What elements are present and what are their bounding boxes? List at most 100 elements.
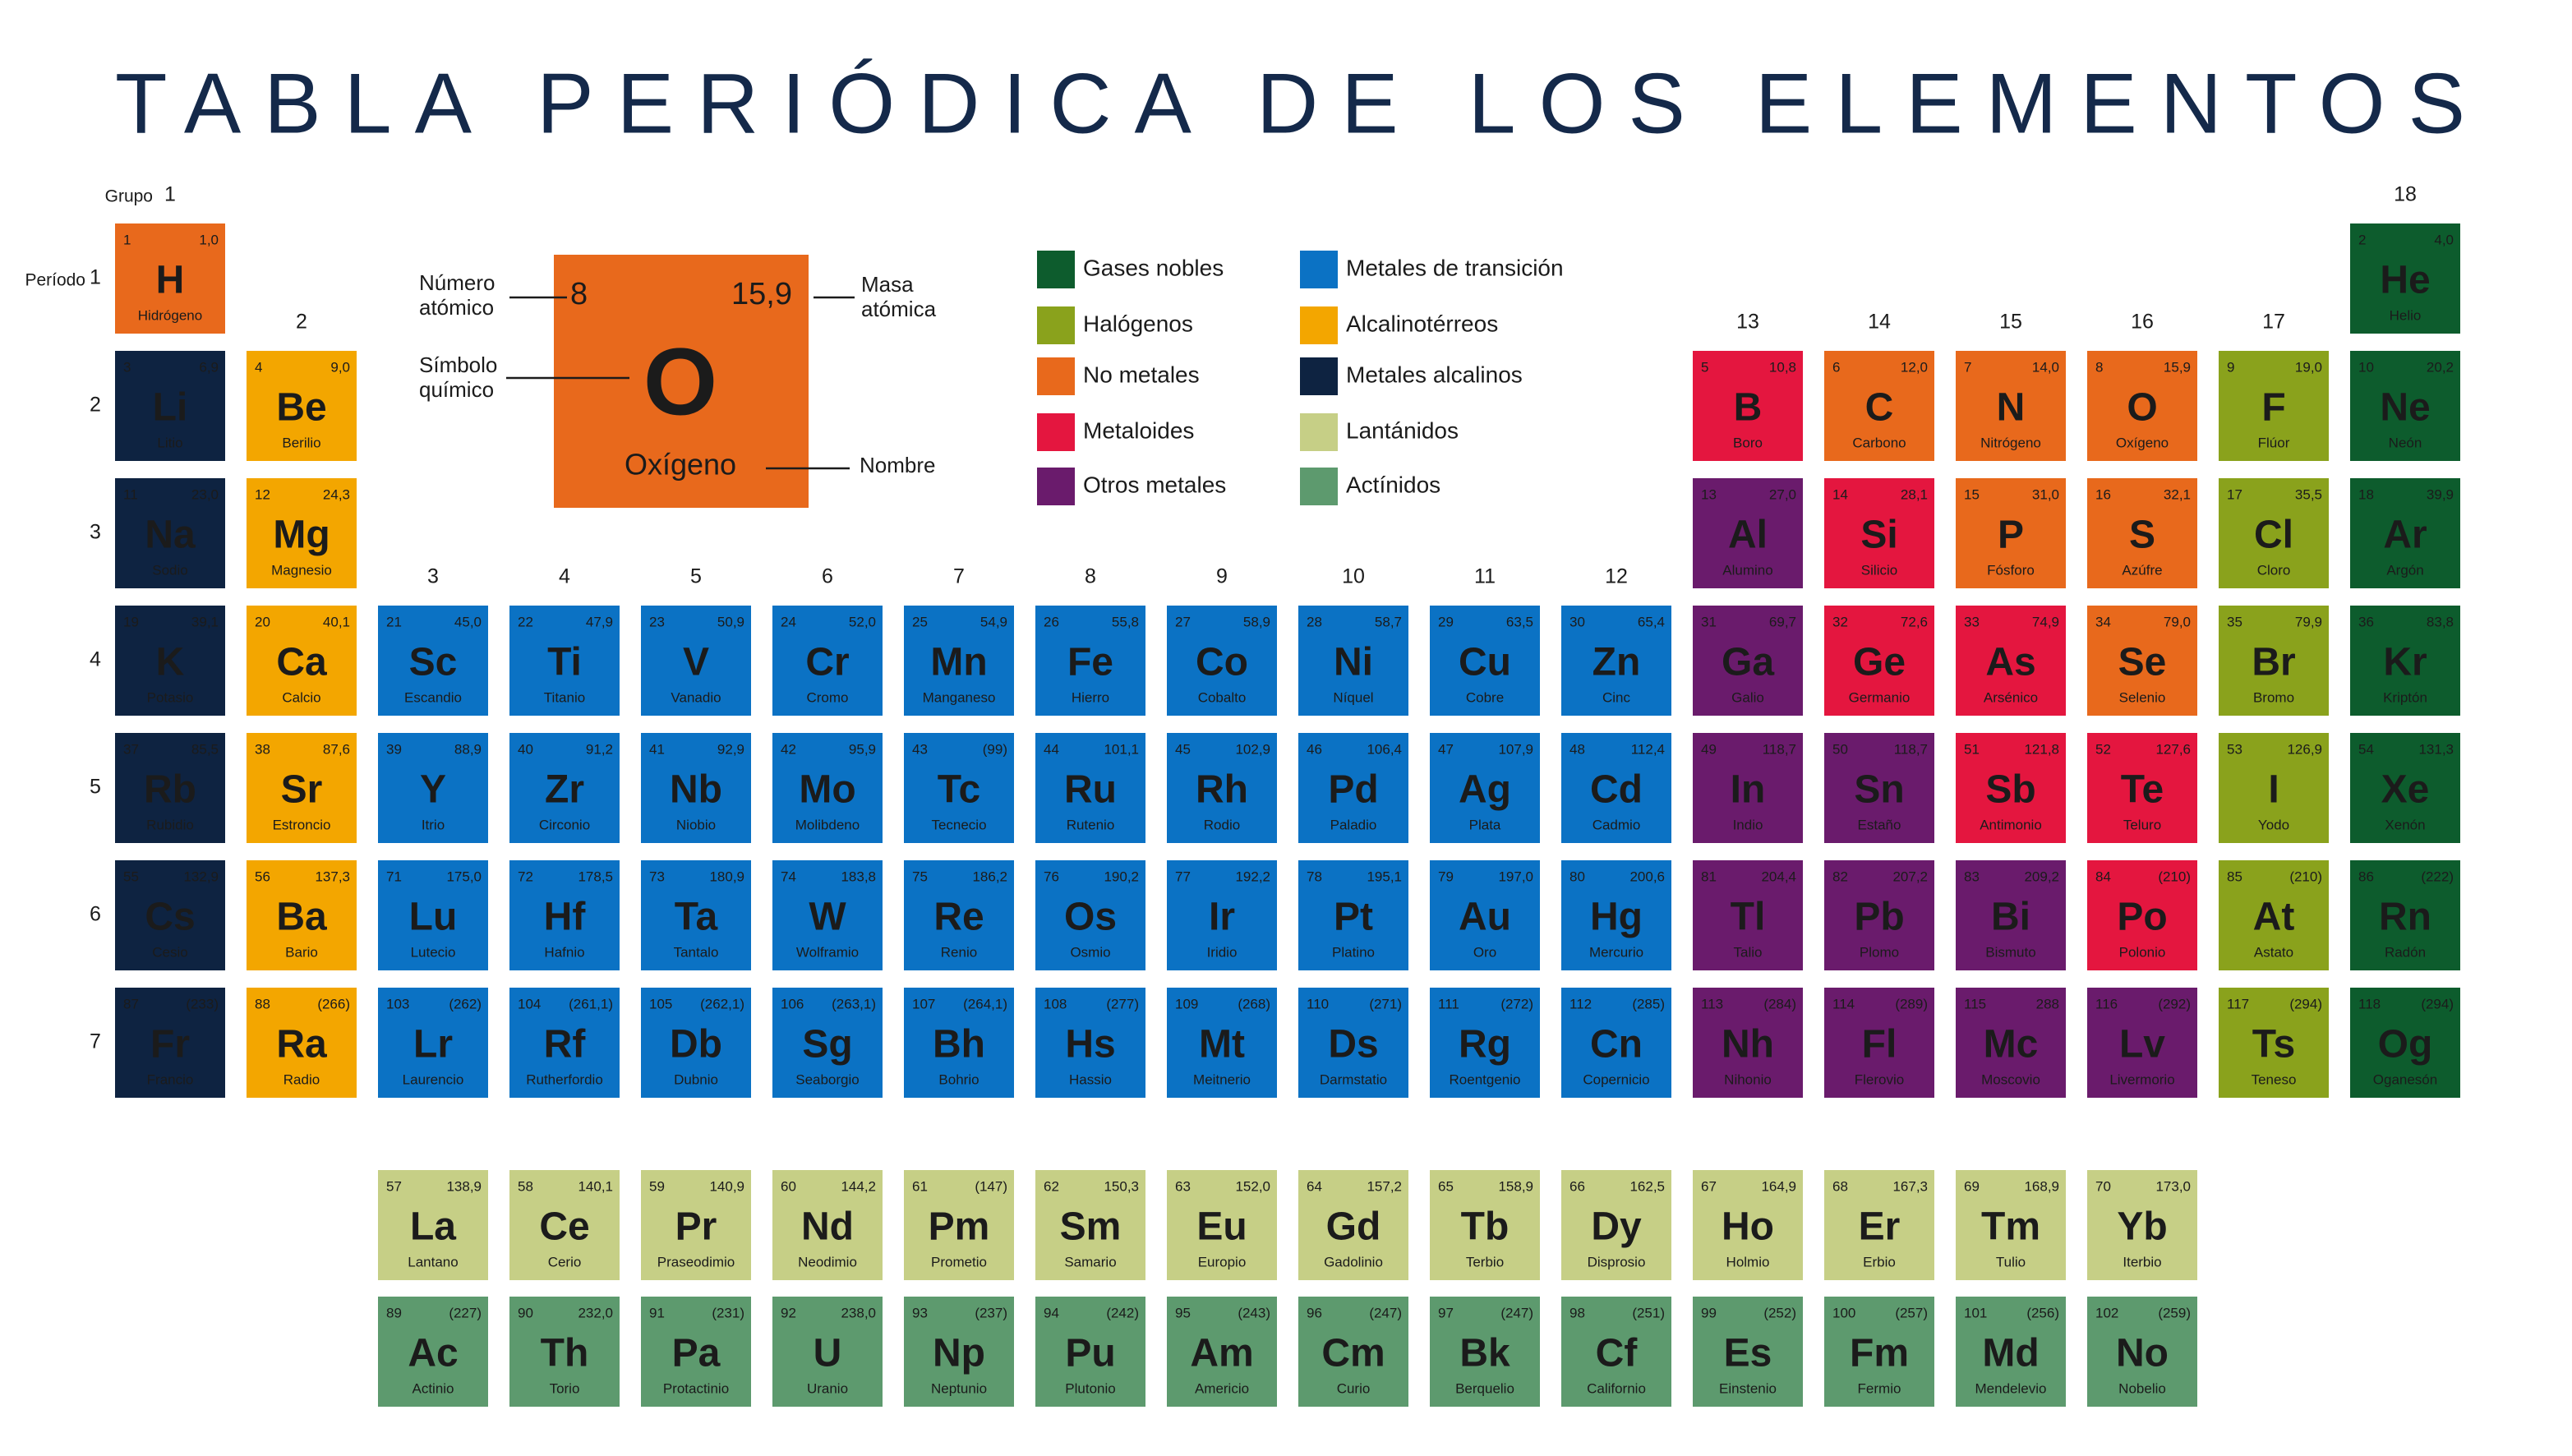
period-number: 6 [90,903,101,926]
element-mass: 190,2 [1104,869,1139,884]
element-name: Cinc [1602,689,1631,705]
element-symbol: Sn [1854,768,1904,812]
element-number: 65 [1438,1178,1454,1194]
element-cell [2087,606,2197,716]
element-number: 41 [649,741,665,757]
element-mass: (271) [1369,996,1402,1011]
element-cell [1824,606,1934,716]
element-cell [247,733,357,843]
element-number: 10 [2358,359,2374,375]
element-name: Litio [157,435,182,450]
element-mass: 83,8 [2427,614,2454,629]
element-number: 3 [123,359,131,375]
element-name: Hierro [1072,689,1109,705]
element-symbol: Si [1860,514,1897,557]
element-number: 36 [2358,614,2374,629]
element-name: Protactinio [663,1380,729,1396]
element-name: Yodo [2258,817,2289,832]
element-name: Plata [1469,817,1501,832]
element-cell [641,860,751,970]
element-number: 74 [781,869,796,884]
element-cell [509,606,620,716]
element-name: Oxígeno [2116,435,2169,450]
key-number: 8 [570,277,588,311]
element-cell [1035,606,1145,716]
element-number: 62 [1044,1178,1059,1194]
element-mass: 126,9 [2287,741,2322,757]
element-symbol: Tm [1981,1205,2040,1249]
element-number: 50 [1832,741,1848,757]
element-mass: 39,9 [2427,486,2454,502]
element-name: Cromo [806,689,848,705]
element-cell [1430,606,1540,716]
element-symbol: He [2380,259,2430,302]
element-name: Argón [2386,562,2423,578]
element-name: Antimonio [1980,817,2042,832]
element-mass: 140,1 [578,1178,613,1194]
element-name: Magnesio [271,562,332,578]
element-name: Neptunio [931,1380,987,1396]
element-number: 34 [2095,614,2111,629]
element-symbol: Er [1859,1205,1901,1249]
element-cell [1561,1170,1671,1280]
element-symbol: Bi [1991,896,2030,939]
element-mass: 92,9 [717,741,744,757]
element-cell [2350,606,2460,716]
element-cell [2087,351,2197,461]
legend-label: Halógenos [1083,311,1193,336]
element-name: Lutecio [411,944,456,960]
element-symbol: Mc [1984,1023,2039,1067]
element-mass: 112,4 [1631,741,1665,757]
element-mass: 144,2 [841,1178,876,1194]
element-symbol: Yb [2117,1205,2167,1249]
element-symbol: Pt [1334,896,1373,939]
key-label: atómico [419,295,494,320]
element-number: 54 [2358,741,2374,757]
element-number: 20 [255,614,270,629]
element-cell [1956,478,2066,588]
element-symbol: Og [2378,1023,2433,1067]
element-name: Itrio [422,817,445,832]
element-mass: (231) [712,1305,744,1320]
element-symbol: Eu [1196,1205,1247,1249]
key-label: atómica [861,297,937,321]
element-cell [115,860,225,970]
element-cell [247,478,357,588]
element-name: Bismuto [1985,944,2035,960]
element-cell [2350,733,2460,843]
element-symbol: Li [153,386,188,430]
element-name: Iterbio [2123,1254,2161,1269]
element-number: 38 [255,741,270,757]
element-name: Holmio [1726,1254,1770,1269]
element-name: Radón [2385,944,2426,960]
group-number: 2 [296,311,307,334]
element-number: 114 [1832,996,1855,1011]
element-mass: 118,7 [1894,741,1928,757]
element-mass: (210) [2289,869,2322,884]
element-symbol: Ra [276,1023,327,1067]
element-number: 99 [1701,1305,1717,1320]
element-name: Flerovio [1855,1071,1904,1087]
element-cell [1298,1170,1408,1280]
legend-swatch [1037,468,1075,505]
element-number: 49 [1701,741,1717,757]
element-name: Bohrio [938,1071,979,1087]
element-number: 53 [2227,741,2242,757]
group-number: 5 [690,565,702,588]
element-mass: (284) [1763,996,1796,1011]
element-mass: (285) [1632,996,1665,1011]
element-cell [247,988,357,1098]
element-name: Osmio [1070,944,1110,960]
element-cell [1430,860,1540,970]
element-mass: (147) [975,1178,1007,1194]
element-mass: 6,9 [199,359,219,375]
element-mass: 288 [2036,996,2059,1011]
element-number: 72 [518,869,533,884]
element-name: Dubnio [674,1071,718,1087]
element-mass: 63,5 [1506,614,1533,629]
element-mass: 47,9 [586,614,613,629]
element-symbol: Cs [145,896,195,939]
element-symbol: Md [1982,1332,2039,1375]
element-mass: (237) [975,1305,1007,1320]
